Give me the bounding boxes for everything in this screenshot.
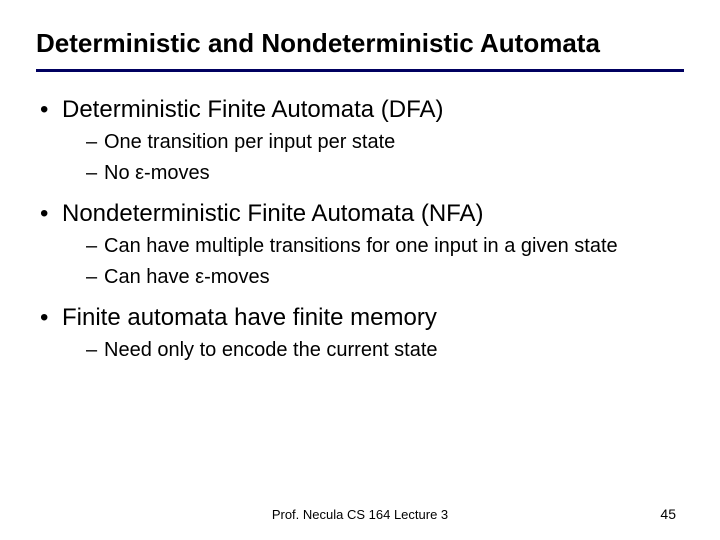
bullet-1-sub-2: No ε-moves [36, 161, 684, 186]
bullet-2-sub-2: Can have ε-moves [36, 265, 684, 290]
footer-text: Prof. Necula CS 164 Lecture 3 [0, 507, 720, 522]
slide-title: Deterministic and Nondeterministic Autom… [36, 28, 684, 59]
bullet-1: Deterministic Finite Automata (DFA) [36, 96, 684, 124]
page-number: 45 [660, 506, 676, 522]
bullet-3: Finite automata have finite memory [36, 304, 684, 332]
bullet-2: Nondeterministic Finite Automata (NFA) [36, 200, 684, 228]
slide: Deterministic and Nondeterministic Autom… [0, 0, 720, 363]
bullet-1-sub-1: One transition per input per state [36, 130, 684, 155]
slide-content: Deterministic Finite Automata (DFA) One … [36, 96, 684, 363]
bullet-2-sub-1: Can have multiple transitions for one in… [36, 234, 684, 259]
bullet-3-sub-1: Need only to encode the current state [36, 338, 684, 363]
title-rule [36, 69, 684, 72]
